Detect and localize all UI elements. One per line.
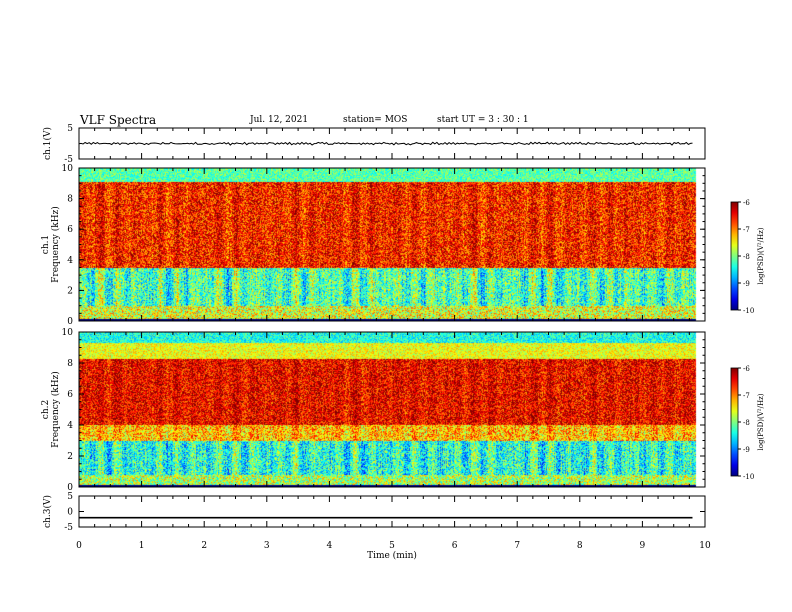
y-tick-label: 10 bbox=[62, 164, 74, 174]
colorbar-tick-label: -9 bbox=[743, 446, 750, 454]
y-axis-label-channel: ch.2 bbox=[41, 400, 51, 419]
x-tick-label: 6 bbox=[452, 541, 458, 551]
colorbar bbox=[730, 367, 739, 477]
y-axis-label: ch.3(V) bbox=[42, 495, 53, 528]
y-tick-label: 0 bbox=[67, 317, 73, 327]
colorbar-tick-label: -6 bbox=[743, 199, 750, 207]
x-axis-label: Time (min) bbox=[367, 550, 417, 561]
colorbar-tick-label: -8 bbox=[743, 253, 750, 261]
y-tick-label: 8 bbox=[67, 195, 73, 205]
y-tick-label: 2 bbox=[67, 286, 73, 296]
colorbar-tick-label: -6 bbox=[743, 365, 750, 373]
colorbar-tick-label: -7 bbox=[743, 226, 750, 234]
date-label: Jul. 12, 2021 bbox=[250, 115, 309, 125]
x-tick-label: 5 bbox=[389, 541, 395, 551]
ch1-waveform bbox=[78, 141, 693, 146]
y-tick-label: 2 bbox=[67, 452, 73, 462]
y-tick-label: 5 bbox=[67, 492, 73, 502]
station-label: station= MOS bbox=[343, 115, 408, 125]
y-axis-label-frequency: Frequency (kHz) bbox=[50, 371, 61, 448]
y-tick-label: 6 bbox=[67, 390, 73, 400]
colorbar-label: log(PSD)(V²/Hz) bbox=[757, 227, 765, 284]
colorbar-tick-label: -9 bbox=[743, 280, 750, 288]
x-tick-label: 8 bbox=[577, 541, 583, 551]
y-tick-label: 4 bbox=[67, 421, 73, 431]
y-tick-label: 0 bbox=[67, 483, 73, 493]
colorbar-label: log(PSD)(V²/Hz) bbox=[757, 393, 765, 450]
colorbar-tick-label: -10 bbox=[743, 307, 754, 315]
x-tick-label: 0 bbox=[76, 541, 82, 551]
y-axis-label-frequency: Frequency (kHz) bbox=[50, 206, 61, 283]
y-tick-label: -5 bbox=[64, 155, 73, 165]
y-axis-label: ch.1(V) bbox=[42, 127, 53, 160]
x-tick-label: 7 bbox=[514, 541, 520, 551]
y-tick-label: 4 bbox=[67, 256, 73, 266]
y-tick-label: 10 bbox=[62, 328, 74, 338]
start-time-label: start UT = 3 : 30 : 1 bbox=[437, 115, 529, 125]
x-tick-label: 1 bbox=[139, 541, 145, 551]
y-axis-label-channel: ch.1 bbox=[41, 235, 51, 254]
y-tick-label: -5 bbox=[64, 523, 73, 533]
figure-title: VLF Spectra bbox=[80, 113, 157, 127]
colorbar bbox=[730, 201, 739, 311]
x-tick-label: 2 bbox=[201, 541, 207, 551]
y-tick-label: 6 bbox=[67, 225, 73, 235]
colorbar-tick-label: -7 bbox=[743, 392, 750, 400]
y-tick-label: 0 bbox=[67, 508, 73, 518]
colorbar-tick-label: -8 bbox=[743, 419, 750, 427]
x-tick-label: 4 bbox=[327, 541, 333, 551]
y-tick-label: 5 bbox=[67, 124, 73, 134]
x-tick-label: 3 bbox=[264, 541, 270, 551]
spectrogram-ch1 bbox=[79, 168, 705, 321]
colorbar-tick-label: -10 bbox=[743, 473, 754, 481]
x-tick-label: 9 bbox=[640, 541, 646, 551]
spectrogram-ch2 bbox=[79, 332, 705, 487]
y-tick-label: 8 bbox=[67, 359, 73, 369]
x-tick-label: 10 bbox=[699, 541, 711, 551]
